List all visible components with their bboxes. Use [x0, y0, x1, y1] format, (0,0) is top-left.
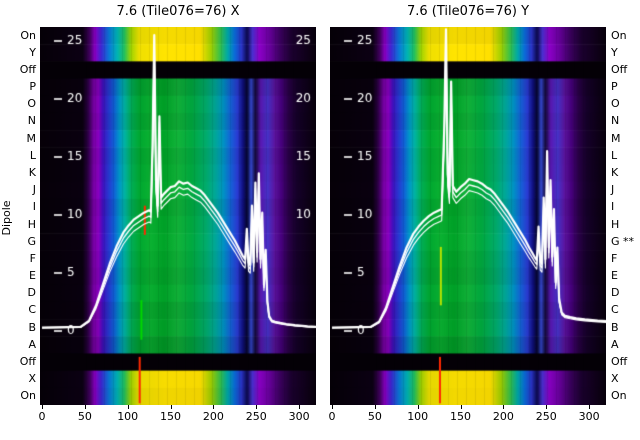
row-label-left: C — [28, 303, 36, 317]
x-tick-label: 0 — [38, 410, 46, 423]
row-label-left: I — [32, 200, 36, 214]
row-label-left: E — [29, 269, 36, 283]
x-tick-label: 250 — [535, 410, 557, 423]
row-label-left: N — [27, 114, 36, 128]
x-tick-label: 250 — [245, 410, 267, 423]
x-tick-mark — [589, 405, 591, 409]
x-tick-mark — [256, 405, 258, 409]
x-tick-label: 300 — [578, 410, 600, 423]
x-tick-label: 300 — [288, 410, 310, 423]
x-tick-mark — [42, 405, 43, 409]
x-tick-mark — [417, 405, 419, 409]
row-label-right: Y — [611, 45, 618, 59]
x-tick-mark — [332, 405, 333, 409]
row-label-right: P — [611, 80, 618, 94]
x-tick-mark — [503, 405, 505, 409]
row-label-right: L — [611, 148, 618, 162]
x-tick-mark — [374, 405, 376, 409]
x-tick-label: 200 — [202, 410, 224, 423]
x-tick-mark — [299, 405, 301, 409]
row-label-left: H — [27, 217, 36, 231]
row-label-right: M — [611, 131, 621, 145]
row-label-right: A — [611, 337, 619, 351]
row-label-right: X — [611, 372, 619, 386]
x-tick-label: 50 — [77, 410, 92, 423]
row-label-left: L — [29, 148, 36, 162]
row-label-right: N — [611, 114, 620, 128]
row-label-left: On — [20, 389, 36, 403]
heatmap-left — [40, 27, 316, 405]
row-label-right: E — [611, 269, 618, 283]
row-label-left: A — [28, 337, 36, 351]
row-label-right: G ** — [611, 234, 635, 248]
row-label-left: B — [28, 320, 36, 334]
x-tick-mark — [127, 405, 129, 409]
row-label-left: Off — [19, 62, 36, 76]
row-label-left: Off — [19, 354, 36, 368]
row-label-right: C — [611, 303, 619, 317]
x-tick-label: 150 — [160, 410, 182, 423]
x-tick-label: 100 — [117, 410, 139, 423]
row-label-left: F — [29, 251, 36, 265]
heatmap-right — [330, 27, 606, 405]
x-tick-mark — [213, 405, 215, 409]
row-label-left: Y — [29, 45, 36, 59]
row-label-left: X — [28, 372, 36, 386]
x-tick-mark — [460, 405, 462, 409]
x-tick-label: 100 — [407, 410, 429, 423]
x-tick-label: 200 — [492, 410, 514, 423]
row-label-right: On — [611, 28, 627, 42]
row-label-left: J — [32, 183, 36, 197]
x-tick-mark — [84, 405, 86, 409]
row-label-left: O — [27, 97, 36, 111]
x-tick-mark — [170, 405, 172, 409]
row-label-right: Off — [611, 62, 628, 76]
row-label-right: J — [611, 183, 615, 197]
row-label-right: Off — [611, 354, 628, 368]
row-label-right: H — [611, 217, 620, 231]
row-label-right: B — [611, 320, 619, 334]
x-tick-mark — [546, 405, 548, 409]
row-label-left: G — [27, 234, 36, 248]
row-label-right: I — [611, 200, 615, 214]
row-label-right: D — [611, 286, 620, 300]
row-label-right: On — [611, 389, 627, 403]
x-tick-label: 50 — [367, 410, 382, 423]
row-label-left: P — [29, 80, 36, 94]
left-panel-title: 7.6 (Tile076=76) X — [116, 4, 240, 19]
x-tick-label: 150 — [450, 410, 472, 423]
row-label-left: On — [20, 28, 36, 42]
row-label-left: M — [26, 131, 37, 145]
row-label-left: D — [27, 286, 36, 300]
row-label-right: O — [611, 97, 620, 111]
row-label-right: F — [611, 251, 618, 265]
row-label-left: K — [28, 165, 36, 179]
x-tick-label: 0 — [328, 410, 336, 423]
row-label-right: K — [611, 165, 619, 179]
right-panel-title: 7.6 (Tile076=76) Y — [406, 4, 530, 19]
